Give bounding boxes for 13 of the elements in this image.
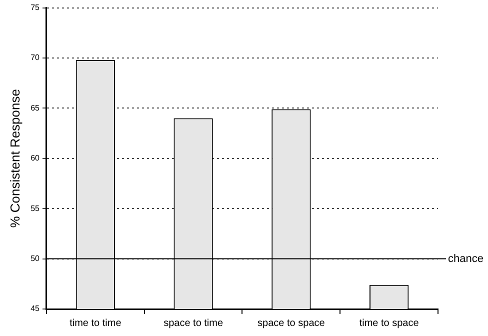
x-tick-label: space to space [258,318,326,329]
y-tick-label: 65 [30,103,40,112]
x-tick-label: time to space [359,318,420,329]
x-tick-label: time to time [70,318,122,329]
y-tick-label: 50 [30,254,40,264]
y-tick-label: 75 [30,3,40,12]
y-axis-title: % Consistent Response [7,89,22,228]
y-tick-label: 55 [30,204,40,213]
x-tick-label: space to time [164,318,224,329]
y-tick-label: 45 [30,304,40,314]
y-tick-label: 70 [30,53,40,62]
y-tick-label: 60 [30,154,40,163]
ref-line-label: chance [448,252,484,265]
